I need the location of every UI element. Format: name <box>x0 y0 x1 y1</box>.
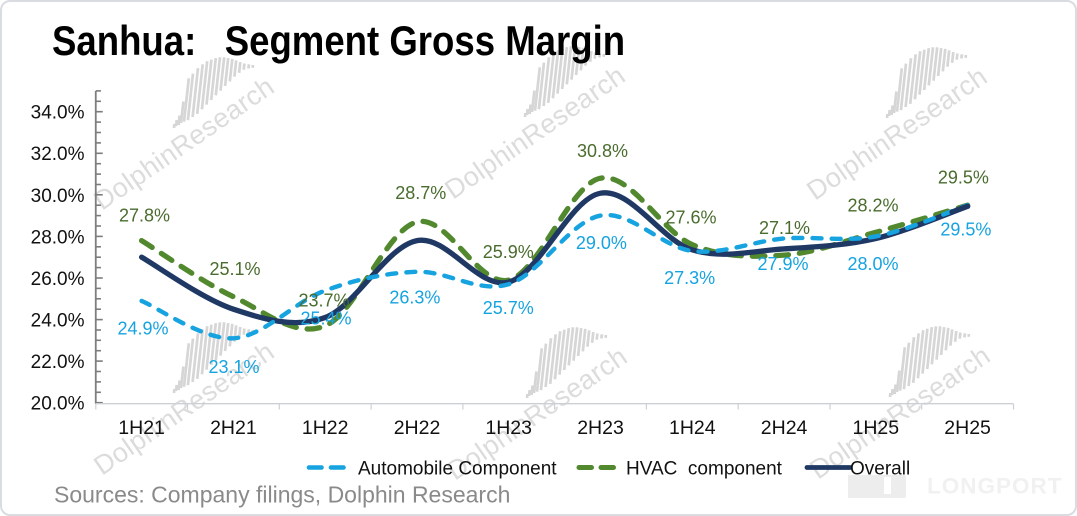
svg-text:34.0%: 34.0% <box>31 103 85 124</box>
svg-text:Overall: Overall <box>850 459 910 480</box>
svg-text:Automobile Component: Automobile Component <box>358 459 557 480</box>
svg-text:30.0%: 30.0% <box>31 186 85 207</box>
svg-text:25.7%: 25.7% <box>483 298 534 318</box>
svg-text:2H25: 2H25 <box>944 417 991 439</box>
svg-text:32.0%: 32.0% <box>31 144 85 165</box>
svg-text:27.9%: 27.9% <box>757 254 808 274</box>
svg-text:24.0%: 24.0% <box>31 311 85 332</box>
svg-text:29.0%: 29.0% <box>576 233 627 253</box>
svg-text:2H23: 2H23 <box>577 417 624 439</box>
svg-text:29.5%: 29.5% <box>938 168 989 188</box>
svg-text:Sources: Company filings, Dolp: Sources: Company filings, Dolphin Resear… <box>54 482 510 508</box>
svg-text:2H21: 2H21 <box>210 417 257 439</box>
svg-text:1H24: 1H24 <box>669 417 716 439</box>
svg-text:30.8%: 30.8% <box>577 141 628 161</box>
svg-text:25.4%: 25.4% <box>300 309 351 329</box>
svg-text:HVAC component: HVAC component <box>626 459 783 480</box>
svg-text:26.0%: 26.0% <box>31 269 85 290</box>
svg-text:20.0%: 20.0% <box>31 394 85 415</box>
svg-text:24.9%: 24.9% <box>117 319 168 339</box>
svg-text:25.9%: 25.9% <box>483 242 534 262</box>
svg-text:22.0%: 22.0% <box>31 352 85 373</box>
svg-text:2H22: 2H22 <box>394 417 441 439</box>
svg-text:29.5%: 29.5% <box>940 219 991 239</box>
svg-text:23.7%: 23.7% <box>298 291 349 311</box>
svg-text:28.7%: 28.7% <box>395 183 446 203</box>
svg-text:Sanhua: Segment Gross Margin: Sanhua: Segment Gross Margin <box>52 18 625 65</box>
svg-text:27.6%: 27.6% <box>665 207 716 227</box>
svg-text:28.0%: 28.0% <box>31 227 85 248</box>
svg-text:27.3%: 27.3% <box>664 268 715 288</box>
svg-text:25.1%: 25.1% <box>209 259 260 279</box>
svg-text:27.8%: 27.8% <box>119 206 170 226</box>
svg-text:2H24: 2H24 <box>761 417 808 439</box>
svg-text:1H21: 1H21 <box>118 417 165 439</box>
svg-text:1H25: 1H25 <box>852 417 899 439</box>
svg-text:1H22: 1H22 <box>302 417 349 439</box>
svg-text:28.2%: 28.2% <box>847 196 898 216</box>
svg-text:28.0%: 28.0% <box>847 254 898 274</box>
svg-text:23.1%: 23.1% <box>208 357 259 377</box>
svg-text:27.1%: 27.1% <box>759 218 810 238</box>
svg-text:LONGPORT: LONGPORT <box>927 474 1063 499</box>
svg-text:26.3%: 26.3% <box>389 288 440 308</box>
svg-text:1H23: 1H23 <box>485 417 532 439</box>
